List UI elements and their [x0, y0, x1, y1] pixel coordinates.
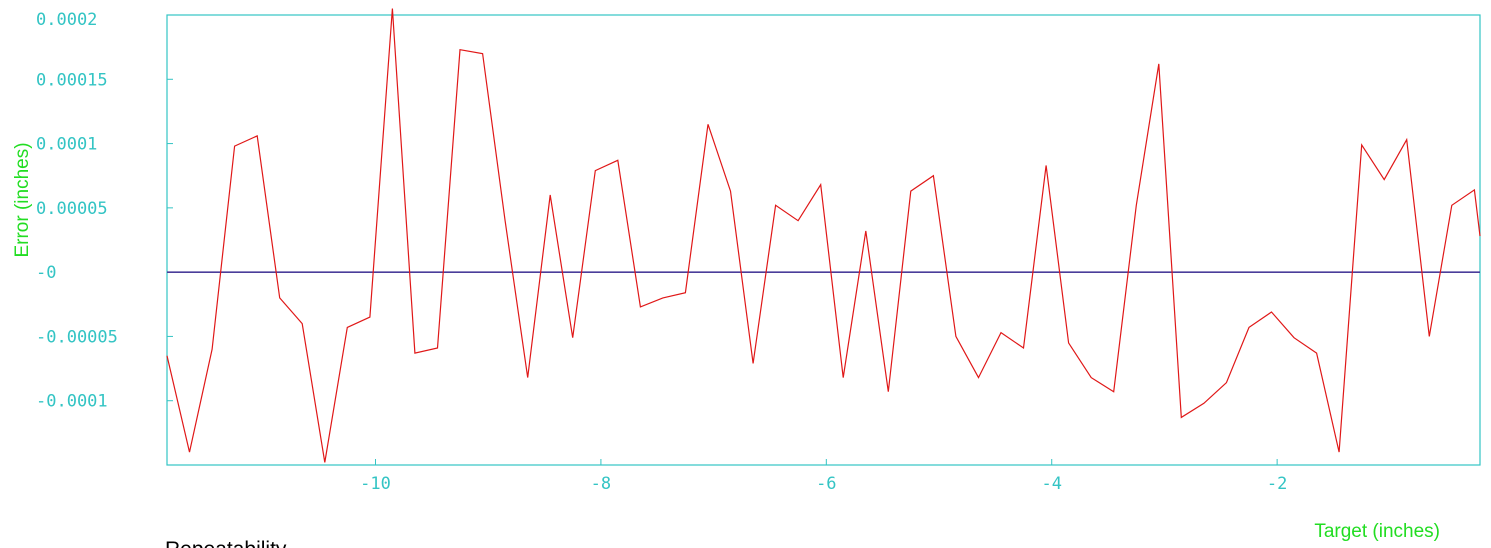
plot-frame [166, 14, 1481, 466]
x-axis-title: Target (inches) [1314, 521, 1440, 542]
y-tick-label: -0.0001 [36, 392, 108, 412]
y-tick-label: 0.00005 [36, 199, 108, 219]
x-tick-label: -6 [816, 474, 836, 494]
x-tick-label: -8 [591, 474, 611, 494]
y-axis-title: Error (inches) [12, 142, 33, 257]
x-tick-label: -2 [1267, 474, 1287, 494]
y-tick-label: 0.00015 [36, 70, 108, 90]
chart-title: Repeatability [165, 538, 287, 548]
y-tick-label: -0 [36, 263, 56, 283]
x-axis-ticks: -10 -8 -6 -4 -2 [360, 459, 1287, 494]
y-axis-ticks: 0.0002 0.00015 0.0001 0.00005 -0 -0.00005 -0.0… [36, 10, 173, 412]
y-tick-label: -0.00005 [36, 327, 118, 347]
y-tick-label: 0.0001 [36, 135, 97, 155]
error-series-line [166, 8, 1481, 463]
x-tick-label: -10 [360, 474, 391, 494]
x-tick-label: -4 [1041, 474, 1061, 494]
y-tick-label: 0.0002 [36, 10, 97, 30]
